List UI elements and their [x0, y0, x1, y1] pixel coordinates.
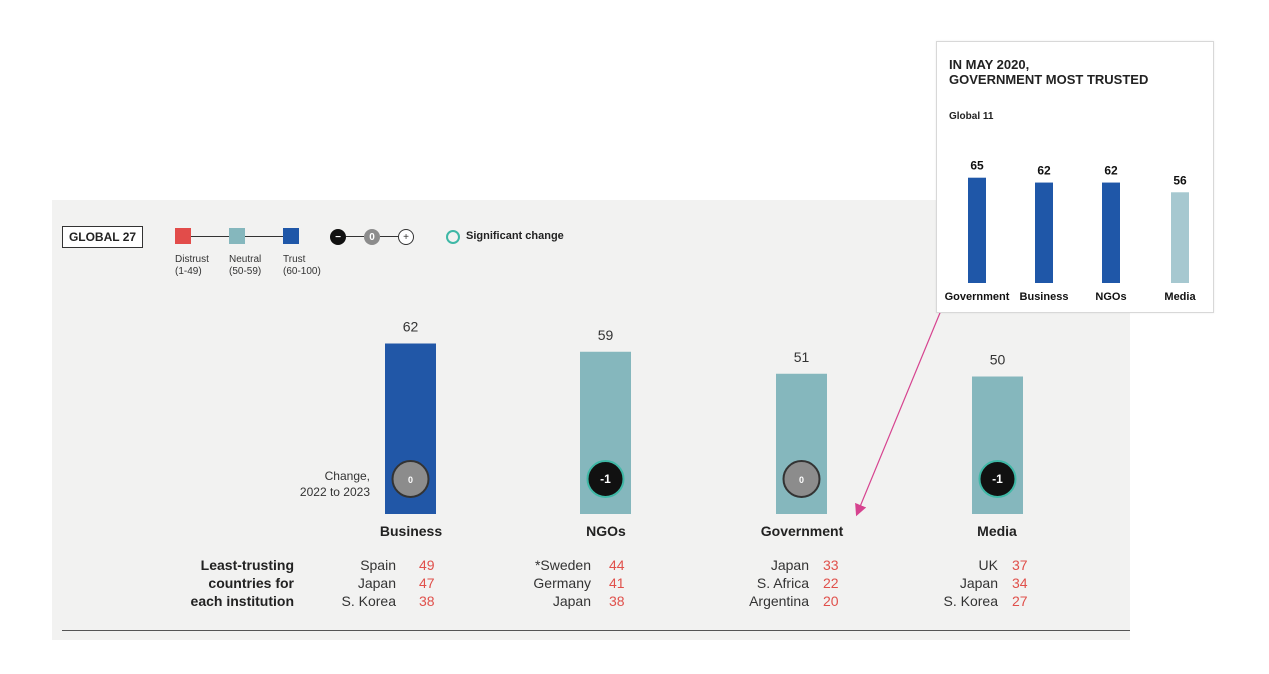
legend-trust-name: Trust [283, 254, 306, 265]
change-connector [346, 236, 364, 237]
bar-value-label-ngos: 59 [598, 327, 614, 343]
least-trusting-countries-government: Japan S. Africa Argentina [719, 556, 809, 610]
inset-bar-media [1171, 192, 1189, 283]
global-27-label: GLOBAL 27 [62, 226, 143, 248]
legend-trust-swatch [283, 228, 299, 244]
country-value: 34 [1012, 575, 1028, 591]
legend-neutral-range: (50-59) [229, 266, 262, 277]
change-negative-icon: − [330, 229, 346, 245]
country-name: Japan [770, 557, 809, 573]
bar-value-label-government: 51 [794, 349, 810, 365]
change-label-line1: Change, [324, 469, 370, 483]
country-value: 49 [419, 557, 435, 573]
inset-title-line2: GOVERNMENT MOST TRUSTED [949, 72, 1149, 87]
legend-distrust-swatch [175, 228, 191, 244]
change-zero-icon: 0 [364, 229, 380, 245]
legend-neutral-label: Neutral (50-59) [229, 254, 261, 278]
least-trusting-line3: each institution [190, 593, 294, 609]
inset-bar-government [968, 177, 986, 283]
least-trusting-values-government: 33 22 20 [823, 556, 839, 610]
country-value: 41 [609, 575, 625, 591]
change-circle-business [391, 460, 430, 498]
country-name: Japan [959, 575, 998, 591]
inset-category-label-government: Government [945, 291, 1010, 303]
change-value-ngos: -1 [600, 472, 611, 486]
legend-connector [245, 236, 283, 237]
least-trusting-countries-ngos: *Sweden Germany Japan [500, 556, 591, 610]
country-value: 27 [1012, 593, 1028, 609]
least-trusting-line2: countries for [208, 575, 294, 591]
institution-name-government: Government [760, 523, 844, 539]
change-positive-icon: + [398, 229, 414, 245]
inset-category-label-ngos: NGOs [1095, 291, 1126, 303]
country-name: Japan [552, 593, 591, 609]
change-label: Change, 2022 to 2023 [270, 468, 370, 500]
country-value: 44 [609, 557, 625, 573]
country-name: Germany [533, 575, 591, 591]
institution-name-business: Business [379, 523, 443, 539]
country-name: S. Africa [756, 575, 809, 591]
least-trusting-values-ngos: 44 41 38 [609, 556, 625, 610]
inset-bar-value-media: 56 [1173, 173, 1187, 187]
least-trusting-label: Least-trusting countries for each instit… [160, 556, 294, 610]
country-value: 38 [419, 593, 435, 609]
institution-name-ngos: NGOs [586, 523, 626, 539]
significant-change-label: Significant change [466, 230, 564, 242]
inset-bar-value-business: 62 [1037, 164, 1051, 178]
change-circle-government [782, 460, 821, 498]
legend-distrust-label: Distrust (1-49) [175, 254, 209, 278]
least-trusting-countries-media: UK Japan S. Korea [917, 556, 998, 610]
legend-connector [191, 236, 229, 237]
legend-trust-label: Trust (60-100) [283, 254, 321, 278]
country-name: Spain [360, 557, 396, 573]
legend-distrust-range: (1-49) [175, 266, 202, 277]
country-value: 22 [823, 575, 839, 591]
legend-neutral-swatch [229, 228, 245, 244]
change-value-government: 0 [799, 475, 804, 485]
legend-distrust-name: Distrust [175, 254, 209, 265]
least-trusting-line1: Least-trusting [200, 557, 294, 573]
inset-bar-business [1035, 182, 1053, 283]
legend-neutral-name: Neutral [229, 254, 262, 265]
inset-bar-chart: 65 Government 62 Business 62 NGOs 56 Media [945, 159, 1197, 303]
country-value: 33 [823, 557, 839, 573]
change-value-business: 0 [408, 475, 413, 485]
legend-trust-range: (60-100) [283, 266, 321, 277]
inset-chart-card: IN MAY 2020, GOVERNMENT MOST TRUSTED Glo… [936, 41, 1214, 313]
least-trusting-values-media: 37 34 27 [1012, 556, 1028, 610]
country-name: Argentina [749, 593, 809, 609]
change-value-media: -1 [992, 472, 1003, 486]
bar-value-label-business: 62 [403, 319, 419, 335]
country-name: S. Korea [943, 593, 998, 609]
country-value: 38 [609, 593, 625, 609]
inset-subtitle: Global 11 [949, 111, 994, 122]
change-connector [380, 236, 398, 237]
country-name: UK [978, 557, 998, 573]
inset-title-line1: IN MAY 2020, [949, 57, 1030, 72]
least-trusting-values-business: 49 47 38 [419, 556, 435, 610]
inset-bar-ngos [1102, 182, 1120, 283]
inset-title: IN MAY 2020, GOVERNMENT MOST TRUSTED [949, 57, 1204, 87]
country-name: *Sweden [534, 557, 591, 573]
inset-category-label-business: Business [1020, 291, 1069, 303]
inset-bar-value-government: 65 [970, 159, 984, 173]
country-value: 47 [419, 575, 435, 591]
institution-name-media: Media [977, 523, 1017, 539]
annotation-arrow [855, 307, 943, 517]
country-value: 37 [1012, 557, 1028, 573]
least-trusting-countries-business: Spain Japan S. Korea [316, 556, 396, 610]
bottom-rule [62, 630, 1130, 631]
inset-bar-value-ngos: 62 [1104, 164, 1118, 178]
country-value: 20 [823, 593, 839, 609]
inset-category-label-media: Media [1164, 291, 1196, 303]
country-name: Japan [357, 575, 396, 591]
country-name: S. Korea [341, 593, 396, 609]
change-circle-media [978, 460, 1017, 498]
significant-change-icon [446, 230, 460, 244]
change-circle-ngos [586, 460, 625, 498]
change-label-line2: 2022 to 2023 [299, 485, 370, 499]
bar-value-label-media: 50 [990, 352, 1006, 368]
